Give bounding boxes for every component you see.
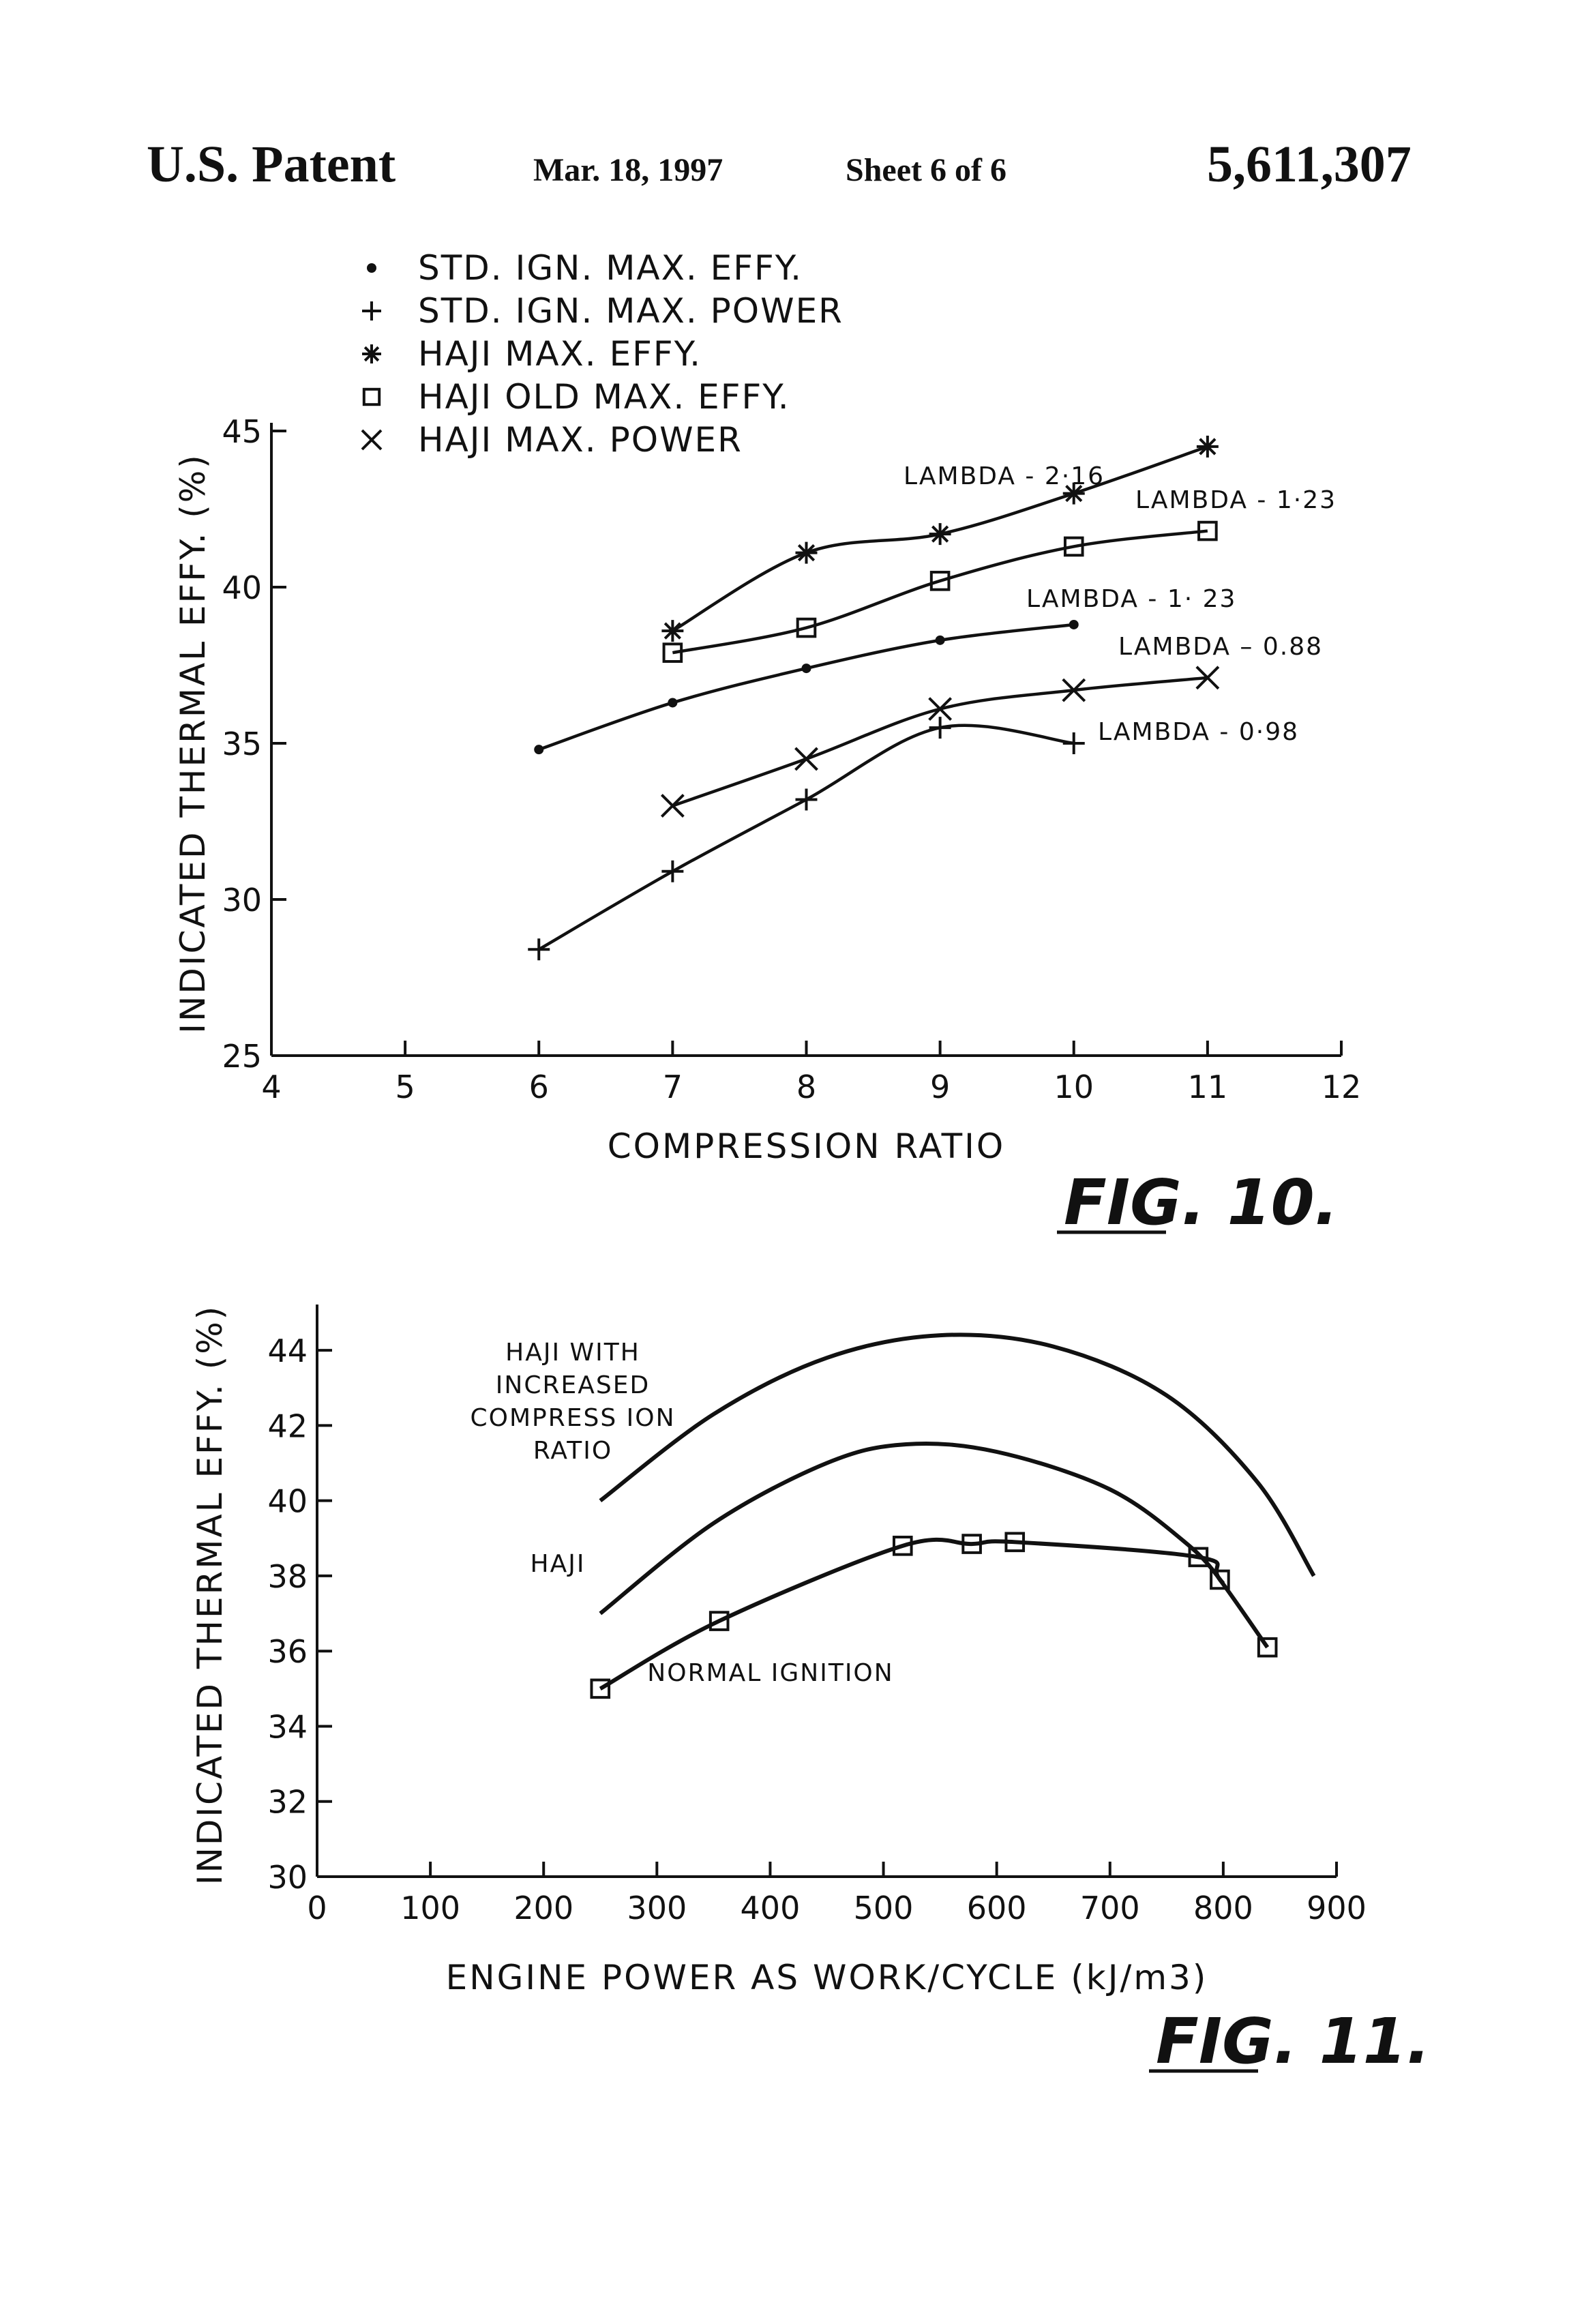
fig11-y-tick-label: 30	[267, 1859, 308, 1896]
fig10-point-std-ign-max-effy	[802, 664, 811, 673]
fig10-point-haji-max-effy	[796, 542, 818, 564]
fig10-legend-label: STD. IGN. MAX. EFFY.	[418, 248, 803, 288]
fig10-x-tick-label: 8	[796, 1069, 816, 1105]
fig10-point-haji-max-power	[796, 748, 818, 770]
fig10-y-tick-label: 30	[222, 882, 262, 919]
fig10-y-tick-label: 40	[222, 569, 262, 606]
fig11-x-tick-label: 300	[627, 1890, 687, 1926]
fig10-legend-label: HAJI MAX. POWER	[418, 420, 743, 460]
fig10-annotation-haji-max-effy: LAMBDA - 2·16	[904, 462, 1105, 490]
fig10-x-tick-label: 12	[1322, 1069, 1362, 1105]
fig11-y-axis-label: INDICATED THERMAL EFFY. (%)	[190, 1305, 230, 1886]
fig11-x-tick-label: 400	[741, 1890, 801, 1926]
fig10-legend-marker-dot	[367, 263, 376, 273]
fig10-legend-label: HAJI MAX. EFFY.	[418, 334, 702, 374]
fig10-y-tick-label: 35	[222, 726, 262, 762]
fig11-point-normal-ignition	[591, 1680, 609, 1698]
fig10-point-std-ign-max-effy	[668, 698, 677, 707]
fig11-y-tick-label: 44	[267, 1332, 308, 1369]
fig10-point-std-ign-max-power	[929, 717, 951, 739]
fig10-point-std-ign-max-power	[796, 788, 818, 810]
fig10-legend-label: STD. IGN. MAX. POWER	[418, 291, 844, 331]
fig10-point-haji-max-power	[929, 698, 951, 720]
fig10-point-std-ign-max-effy	[936, 636, 945, 645]
fig10-x-tick-label: 4	[261, 1069, 281, 1105]
fig10-x-tick-label: 7	[663, 1069, 683, 1105]
fig10-legend-label: HAJI OLD MAX. EFFY.	[418, 377, 790, 417]
fig11-y-tick-label: 34	[267, 1708, 308, 1745]
fig10-annotation-std-ign-max-power: LAMBDA - 0·98	[1098, 718, 1299, 746]
fig10-legend-marker-x	[362, 430, 381, 449]
fig11-y-tick-label: 32	[267, 1784, 308, 1821]
fig11-series-label-haji: HAJI	[531, 1550, 586, 1578]
fig11-y-tick-label: 40	[267, 1483, 308, 1520]
fig10-annotation-std-ign-max-effy: LAMBDA - 1· 23	[1026, 585, 1236, 613]
fig11-series-label-normal-ignition: NORMAL IGNITION	[647, 1659, 893, 1687]
fig10-point-std-ign-max-effy	[1069, 620, 1079, 629]
fig10-x-tick-label: 6	[529, 1069, 549, 1105]
fig10-x-tick-label: 11	[1188, 1069, 1228, 1105]
fig10-y-axis-label: INDICATED THERMAL EFFY. (%)	[173, 453, 213, 1034]
fig11-x-axis-label: ENGINE POWER AS WORK/CYCLE (kJ/m3)	[446, 1958, 1208, 1997]
fig10-legend-marker-plus	[362, 301, 381, 321]
fig11-series-label-haji-with-increased-compression-ratio: INCREASED	[496, 1371, 650, 1399]
fig11-figure-label: FIG. 11.	[1156, 2005, 1431, 2078]
fig10-point-std-ign-max-effy	[534, 745, 543, 754]
fig10-point-std-ign-max-power	[1063, 732, 1085, 754]
fig11-y-tick-label: 38	[267, 1558, 308, 1595]
fig10-point-haji-max-effy	[1197, 436, 1219, 458]
fig11-x-tick-label: 600	[967, 1890, 1027, 1926]
fig10-x-tick-label: 5	[395, 1069, 415, 1105]
fig10-y-tick-label: 45	[222, 413, 262, 450]
fig10-annotation-haji-old-max-effy: LAMBDA - 1·23	[1135, 486, 1337, 514]
fig10-y-tick-label: 25	[222, 1038, 262, 1075]
fig10-legend-marker-square	[364, 389, 379, 404]
fig11-x-tick-label: 500	[854, 1890, 914, 1926]
fig10-legend-marker-star	[362, 344, 381, 363]
fig11-series-label-haji-with-increased-compression-ratio: COMPRESS ION	[470, 1404, 675, 1432]
fig10-x-axis-label: COMPRESSION RATIO	[608, 1127, 1005, 1166]
fig10-annotation-haji-max-power: LAMBDA – 0.88	[1118, 633, 1323, 661]
fig10-point-haji-max-effy	[661, 620, 683, 642]
fig11-series-label-haji-with-increased-compression-ratio: HAJI WITH	[505, 1339, 640, 1367]
fig11-x-tick-label: 900	[1307, 1890, 1367, 1926]
fig11-x-tick-label: 100	[400, 1890, 460, 1926]
fig11-x-tick-label: 700	[1080, 1890, 1140, 1926]
fig11-series-line-haji	[600, 1444, 1223, 1613]
fig10-point-haji-max-power	[661, 795, 683, 817]
fig11-series-label-haji-with-increased-compression-ratio: RATIO	[533, 1437, 612, 1465]
fig11-x-tick-label: 800	[1193, 1890, 1253, 1926]
fig11-x-tick-label: 200	[513, 1890, 573, 1926]
fig11-x-tick-label: 0	[307, 1890, 327, 1926]
fig10-point-std-ign-max-power	[661, 861, 683, 882]
fig10-point-std-ign-max-power	[528, 938, 550, 960]
fig11-series-line-haji-with-increased-compression-ratio	[600, 1335, 1314, 1576]
fig10-series-line-std-ign-max-effy	[539, 625, 1074, 749]
fig10-x-tick-label: 10	[1054, 1069, 1094, 1105]
fig11-y-tick-label: 42	[267, 1407, 308, 1444]
fig10-x-tick-label: 9	[930, 1069, 950, 1105]
fig10-point-haji-max-effy	[929, 523, 951, 545]
fig11-y-tick-label: 36	[267, 1633, 308, 1670]
fig10-figure-label: FIG. 10.	[1064, 1166, 1339, 1239]
